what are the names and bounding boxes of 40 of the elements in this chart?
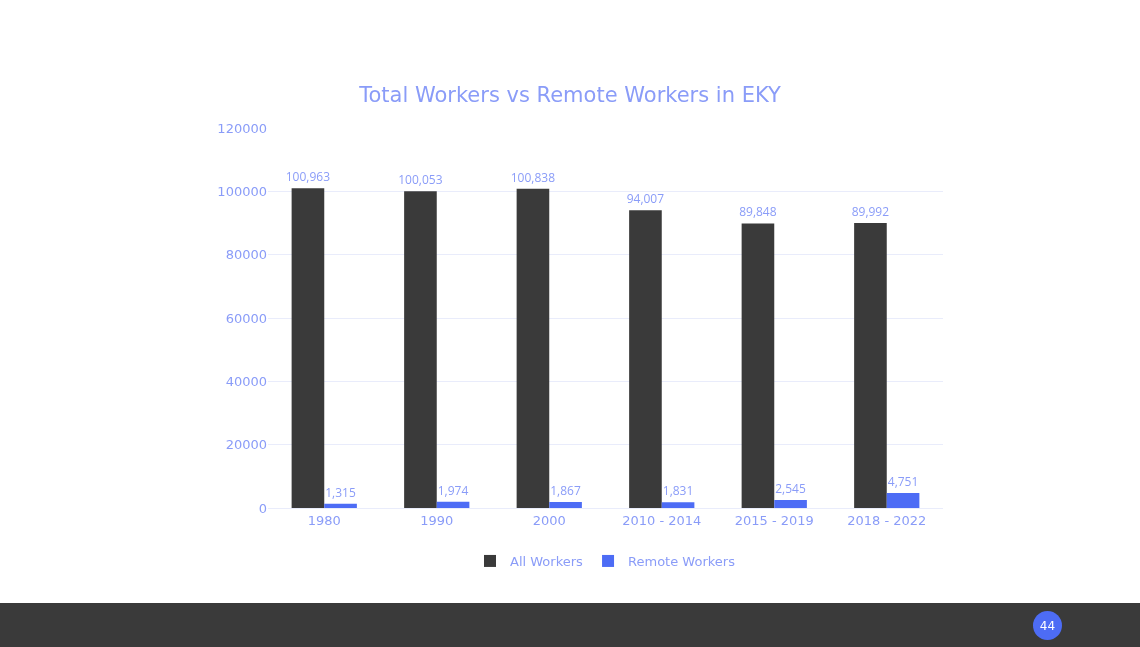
data-label: 4,751 xyxy=(887,472,919,490)
bar xyxy=(886,492,920,508)
data-label: 100,838 xyxy=(510,168,556,186)
y-tick-label: 100000 xyxy=(217,183,267,199)
data-label: 2,545 xyxy=(775,479,806,497)
data-label: 1,867 xyxy=(550,482,581,500)
y-tick-label: 20000 xyxy=(225,437,267,453)
data-label: 89,848 xyxy=(739,203,777,221)
bar xyxy=(549,502,582,508)
data-label: 1,315 xyxy=(325,483,356,501)
y-tick-label: 80000 xyxy=(225,247,267,263)
bar xyxy=(436,501,470,508)
bar xyxy=(661,502,695,508)
bar xyxy=(741,223,775,508)
y-tick-label: 40000 xyxy=(225,373,267,389)
x-tick-label: 2000 xyxy=(532,512,566,528)
y-tick-label: 120000 xyxy=(217,120,267,136)
data-label: 100,963 xyxy=(285,168,331,186)
data-label: 89,992 xyxy=(851,203,890,221)
legend-label: All Workers xyxy=(510,554,584,570)
data-label: 1,831 xyxy=(662,482,694,500)
x-tick-label: 2015 - 2019 xyxy=(734,512,814,528)
y-tick-label: 0 xyxy=(258,500,267,516)
bar xyxy=(324,503,357,508)
bar xyxy=(516,188,550,508)
data-label: 100,053 xyxy=(398,171,443,189)
x-tick-label: 1990 xyxy=(420,512,454,528)
legend-label: Remote Workers xyxy=(628,554,736,570)
bar xyxy=(404,191,437,508)
x-tick-label: 2018 - 2022 xyxy=(847,512,927,528)
data-label: 94,007 xyxy=(626,190,665,208)
chart-title: Total Workers vs Remote Workers in EKY xyxy=(358,83,781,108)
x-tick-label: 2010 - 2014 xyxy=(622,512,702,528)
data-label: 1,974 xyxy=(437,481,469,499)
bar xyxy=(629,210,662,508)
x-tick-label: 1980 xyxy=(307,512,341,528)
y-tick-label: 60000 xyxy=(225,310,267,326)
bar xyxy=(854,223,887,508)
bar xyxy=(774,499,807,508)
bar xyxy=(291,188,325,508)
